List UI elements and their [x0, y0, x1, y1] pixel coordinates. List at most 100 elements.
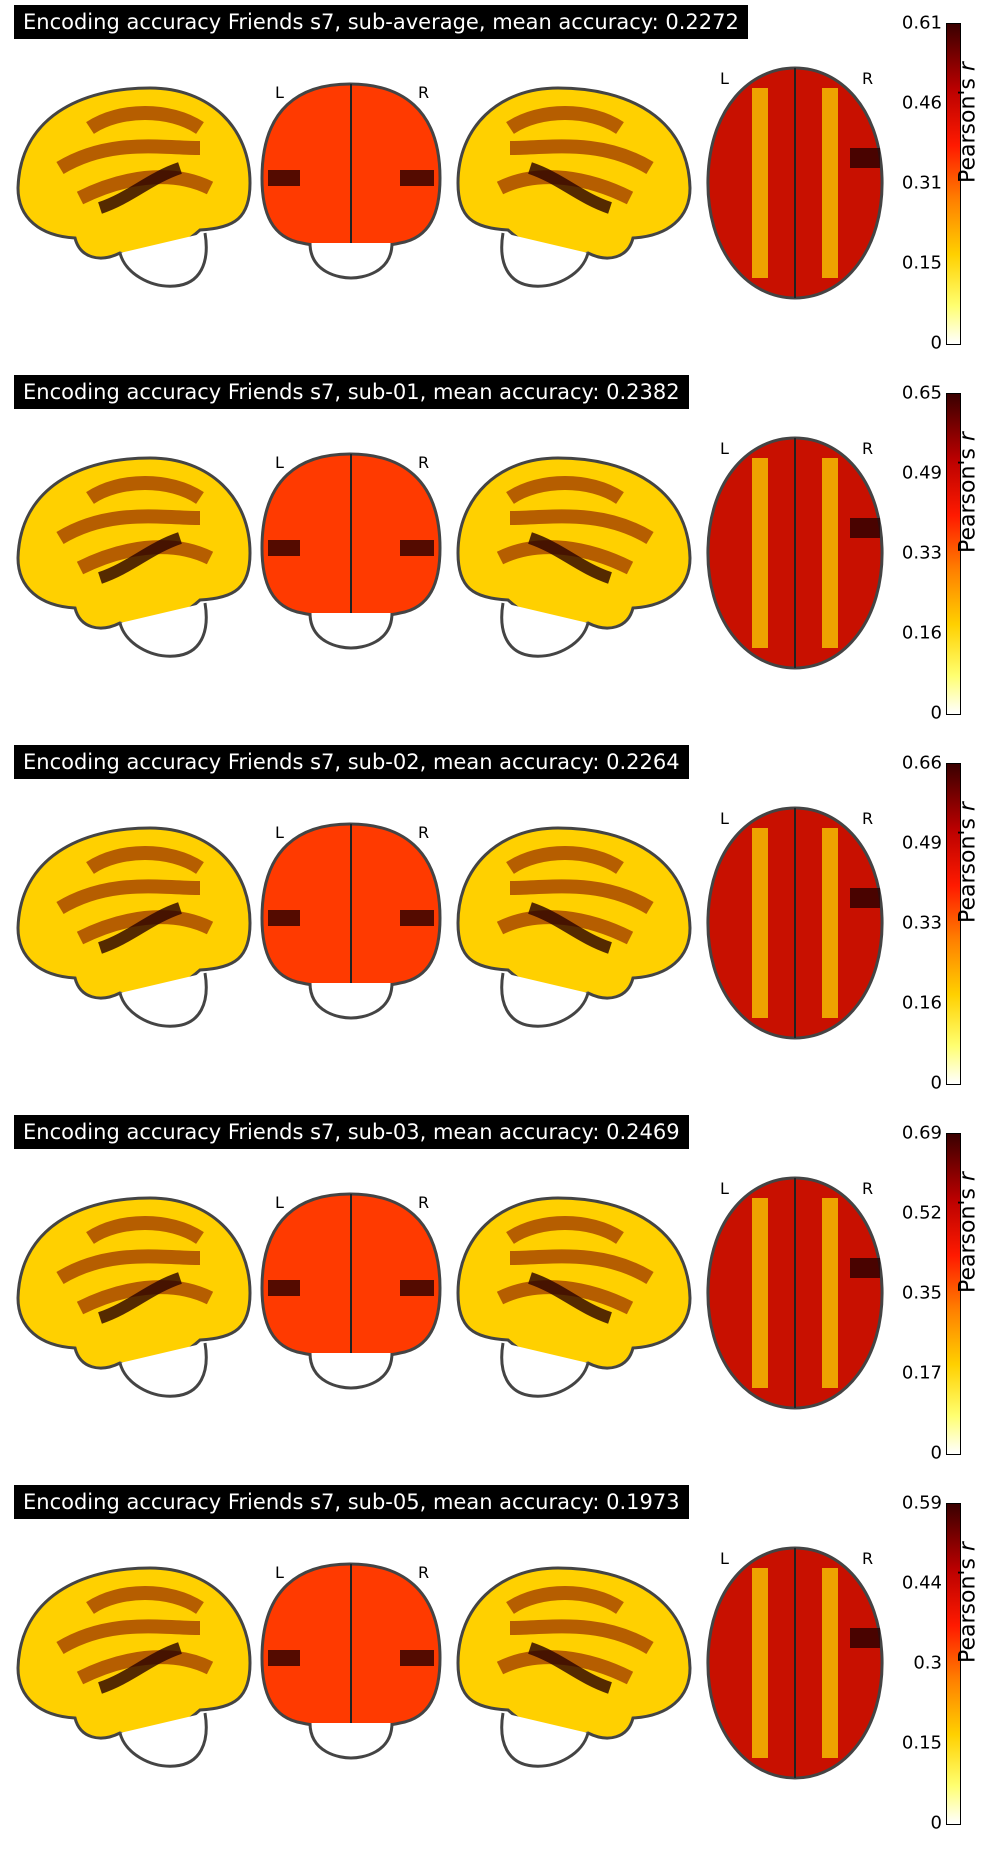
colorbar-tick-label: 0.66: [901, 752, 942, 774]
sagittal-right-view: [456, 86, 692, 288]
axial-view: L R: [706, 1176, 884, 1410]
colorbar: [946, 763, 961, 1085]
colorbar-tick-label: 0.15: [901, 1732, 942, 1754]
colorbar-tick-label: 0.31: [901, 172, 942, 194]
colorbar-label-variable: r: [955, 62, 981, 72]
colorbar-tick-label: 0.16: [901, 992, 942, 1014]
coronal-view: L R: [260, 452, 442, 650]
glass-brain-views: L R L R: [16, 436, 884, 670]
glass-brain-views: L R L R: [16, 806, 884, 1040]
colorbar-label: Pearson's r: [956, 1172, 981, 1293]
colorbar-label-variable: r: [955, 432, 981, 442]
axial-view: L R: [706, 1546, 884, 1780]
colorbar-tick-label: 0.15: [901, 252, 942, 274]
right-hemisphere-label: R: [418, 83, 429, 102]
colorbar-tick-label: 0: [930, 1442, 942, 1464]
brain-panel: Encoding accuracy Friends s7, sub-01, me…: [0, 370, 1004, 740]
colorbar-tick-label: 0: [930, 1812, 942, 1834]
sagittal-right-view: [456, 826, 692, 1028]
brain-panel: Encoding accuracy Friends s7, sub-averag…: [0, 0, 1004, 370]
colorbar-tick-label: 0.44: [901, 1572, 942, 1594]
sagittal-left-view: [16, 456, 252, 658]
colorbar-tick-label: 0.49: [901, 462, 942, 484]
colorbar-label-text: Pearson's: [955, 78, 981, 183]
colorbar-tick-label: 0.3: [913, 1652, 942, 1674]
glass-brain-views: L R L R: [16, 1176, 884, 1410]
glass-brain-views: L R L R: [16, 66, 884, 300]
colorbar-label-text: Pearson's: [955, 818, 981, 923]
coronal-view: L R: [260, 1192, 442, 1390]
coronal-view: L R: [260, 82, 442, 280]
colorbar-tick-label: 0: [930, 702, 942, 724]
panel-title: Encoding accuracy Friends s7, sub-03, me…: [14, 1115, 689, 1149]
left-hemisphere-label: L: [720, 1179, 729, 1198]
brain-panel: Encoding accuracy Friends s7, sub-03, me…: [0, 1110, 1004, 1480]
sagittal-left-view: [16, 1566, 252, 1768]
colorbar-tick-label: 0.33: [901, 912, 942, 934]
right-hemisphere-label: R: [862, 809, 873, 828]
panel-title: Encoding accuracy Friends s7, sub-averag…: [14, 5, 748, 39]
glass-brain-views: L R L R: [16, 1546, 884, 1780]
right-hemisphere-label: R: [418, 1193, 429, 1212]
panel-title: Encoding accuracy Friends s7, sub-05, me…: [14, 1485, 689, 1519]
coronal-view: L R: [260, 1562, 442, 1760]
colorbar-tick-label: 0.33: [901, 542, 942, 564]
sagittal-right-view: [456, 456, 692, 658]
colorbar-tick-label: 0.61: [901, 12, 942, 34]
left-hemisphere-label: L: [720, 439, 729, 458]
right-hemisphere-label: R: [862, 439, 873, 458]
coronal-view: L R: [260, 822, 442, 1020]
panel-title: Encoding accuracy Friends s7, sub-02, me…: [14, 745, 689, 779]
sagittal-left-view: [16, 826, 252, 1028]
axial-view: L R: [706, 66, 884, 300]
left-hemisphere-label: L: [275, 1563, 284, 1582]
colorbar-tick-label: 0: [930, 1072, 942, 1094]
right-hemisphere-label: R: [418, 823, 429, 842]
left-hemisphere-label: L: [720, 69, 729, 88]
sagittal-left-view: [16, 86, 252, 288]
sagittal-right-view: [456, 1566, 692, 1768]
sagittal-left-view: [16, 1196, 252, 1398]
right-hemisphere-label: R: [418, 453, 429, 472]
axial-view: L R: [706, 436, 884, 670]
colorbar-label: Pearson's r: [956, 802, 981, 923]
colorbar: [946, 1503, 961, 1825]
sagittal-right-view: [456, 1196, 692, 1398]
axial-view: L R: [706, 806, 884, 1040]
left-hemisphere-label: L: [275, 83, 284, 102]
colorbar-label-variable: r: [955, 802, 981, 812]
colorbar: [946, 23, 961, 345]
colorbar-tick-label: 0.52: [901, 1202, 942, 1224]
left-hemisphere-label: L: [275, 1193, 284, 1212]
colorbar-tick-label: 0.59: [901, 1492, 942, 1514]
left-hemisphere-label: L: [275, 823, 284, 842]
colorbar-label-text: Pearson's: [955, 1188, 981, 1293]
colorbar: [946, 393, 961, 715]
left-hemisphere-label: L: [275, 453, 284, 472]
panel-title: Encoding accuracy Friends s7, sub-01, me…: [14, 375, 689, 409]
colorbar-tick-label: 0.35: [901, 1282, 942, 1304]
left-hemisphere-label: L: [720, 1549, 729, 1568]
colorbar-label: Pearson's r: [956, 1542, 981, 1663]
right-hemisphere-label: R: [862, 1179, 873, 1198]
colorbar: [946, 1133, 961, 1455]
colorbar-tick-label: 0.16: [901, 622, 942, 644]
colorbar-label-text: Pearson's: [955, 448, 981, 553]
colorbar-label-variable: r: [955, 1542, 981, 1552]
colorbar-tick-label: 0.17: [901, 1362, 942, 1384]
colorbar-label: Pearson's r: [956, 432, 981, 553]
brain-panel: Encoding accuracy Friends s7, sub-05, me…: [0, 1480, 1004, 1850]
colorbar-label-variable: r: [955, 1172, 981, 1182]
colorbar-label-text: Pearson's: [955, 1558, 981, 1663]
colorbar-tick-label: 0.69: [901, 1122, 942, 1144]
colorbar-label: Pearson's r: [956, 62, 981, 183]
colorbar-tick-label: 0: [930, 332, 942, 354]
left-hemisphere-label: L: [720, 809, 729, 828]
brain-panel: Encoding accuracy Friends s7, sub-02, me…: [0, 740, 1004, 1110]
right-hemisphere-label: R: [862, 69, 873, 88]
colorbar-tick-label: 0.49: [901, 832, 942, 854]
right-hemisphere-label: R: [418, 1563, 429, 1582]
right-hemisphere-label: R: [862, 1549, 873, 1568]
colorbar-tick-label: 0.46: [901, 92, 942, 114]
colorbar-tick-label: 0.65: [901, 382, 942, 404]
